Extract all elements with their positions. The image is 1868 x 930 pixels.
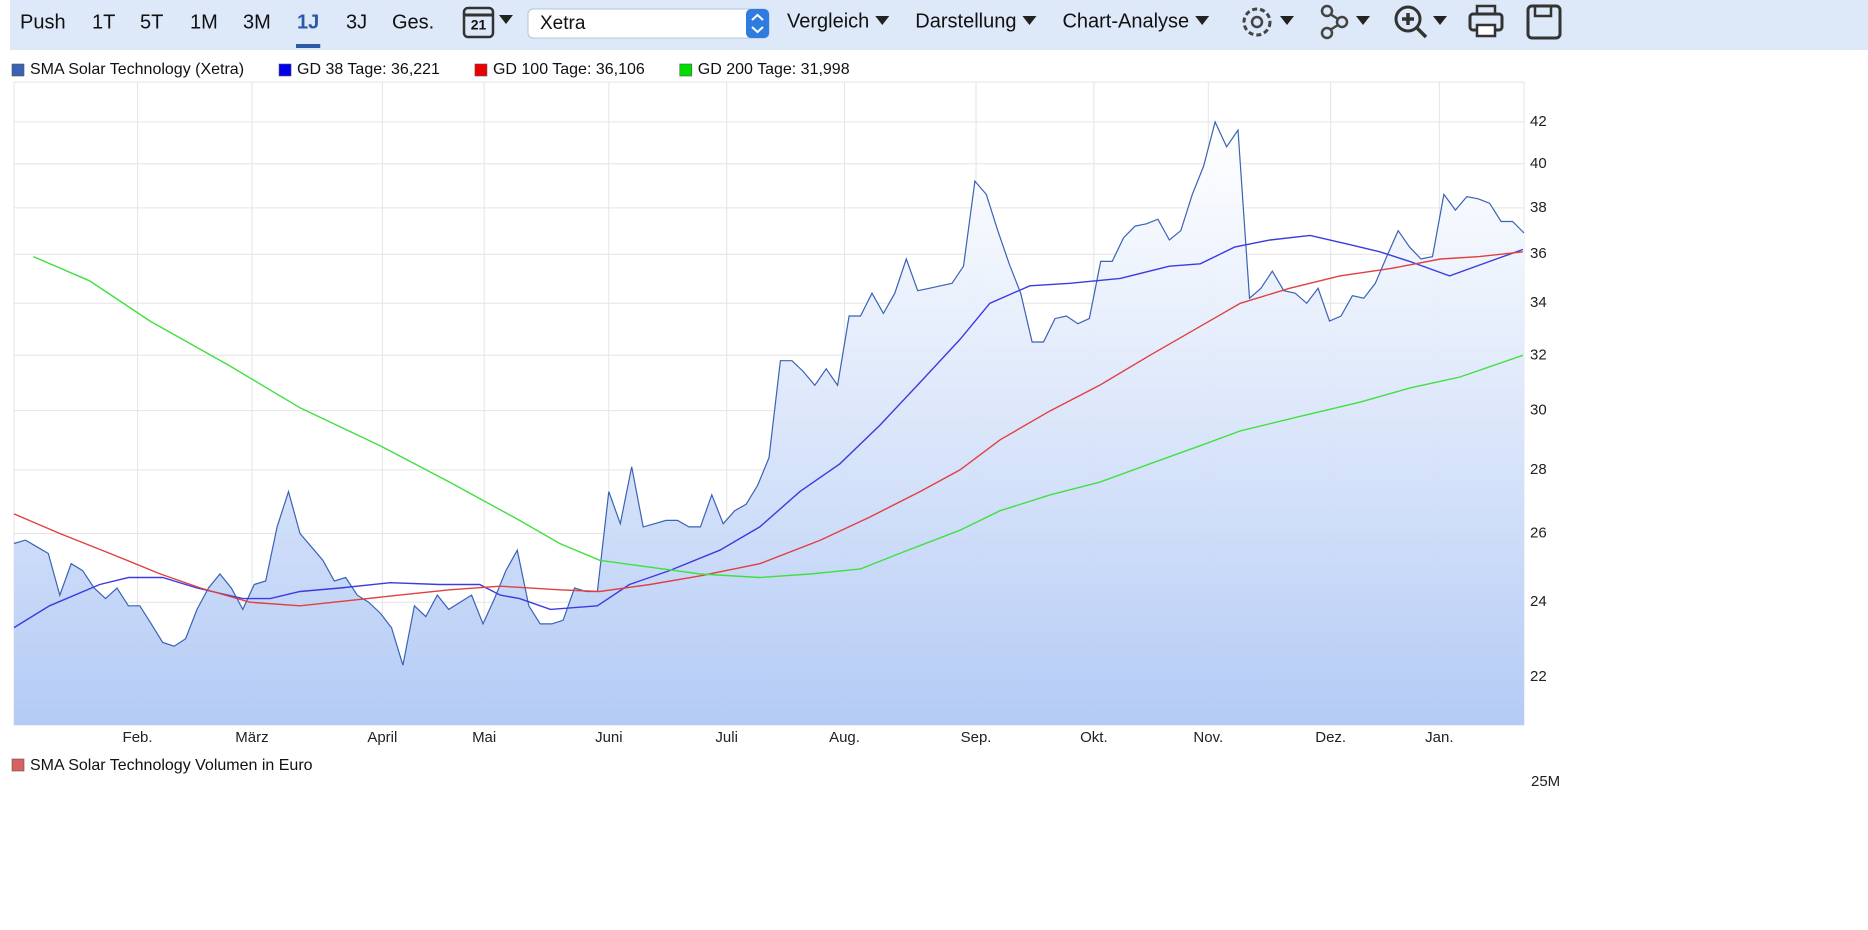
x-tick-label: Jan. — [1425, 729, 1453, 746]
dropdown-arrow — [875, 16, 890, 25]
dropdown-arrow — [499, 15, 513, 24]
dropdown-arrow — [1280, 16, 1294, 25]
y-tick-label: 26 — [1530, 524, 1547, 541]
period-tab[interactable]: 3J — [346, 11, 367, 33]
period-tab[interactable]: Ges. — [392, 11, 434, 33]
x-tick-label: Okt. — [1080, 729, 1108, 746]
legend-swatch — [278, 63, 292, 77]
y-tick-label: 38 — [1530, 199, 1547, 216]
dropdown-arrow — [1022, 16, 1037, 25]
printer-output — [1475, 23, 1497, 38]
select-arrow-box — [746, 9, 769, 38]
price-line — [13, 120, 1525, 666]
y-tick-label: 40 — [1530, 155, 1547, 172]
legend-label: GD 38 Tage: 36,221 — [297, 61, 440, 78]
legend-label: GD 100 Tage: 36,106 — [493, 61, 645, 78]
select-arrows — [751, 13, 764, 34]
zoom-glyph — [1402, 13, 1428, 39]
period-tab[interactable]: Push — [20, 11, 66, 33]
price-area — [14, 121, 1524, 725]
x-tick-label: März — [235, 729, 268, 746]
save-button[interactable] — [1526, 4, 1562, 40]
period-tab[interactable]: 1M — [190, 11, 218, 33]
dropdown-arrow — [1195, 16, 1210, 25]
y-tick-label: 42 — [1530, 113, 1547, 130]
x-tick-label: Feb. — [123, 729, 153, 746]
gear-hub — [1250, 15, 1264, 29]
x-tick-label: Sep. — [961, 729, 992, 746]
exchange-label: Xetra — [540, 13, 586, 34]
settings-button[interactable] — [1242, 7, 1294, 37]
menu[interactable]: Chart-Analyse — [1062, 10, 1189, 32]
x-tick-label: Dez. — [1315, 729, 1346, 746]
period-tab[interactable]: 1T — [92, 11, 115, 33]
moving-average-line — [13, 234, 1524, 629]
legend-swatch — [679, 63, 693, 77]
menu[interactable]: Vergleich — [787, 10, 869, 32]
moving-average-line — [13, 251, 1523, 607]
calendar-icon — [462, 6, 495, 39]
save-label — [1533, 4, 1553, 18]
volume-y-tick: 25M — [1531, 773, 1560, 790]
gear-icon — [1242, 7, 1272, 37]
x-tick-label: Juni — [595, 729, 623, 746]
y-tick-label: 24 — [1530, 593, 1547, 610]
y-tick-label: 34 — [1530, 294, 1547, 311]
calendar-button[interactable]: 21 — [462, 6, 513, 39]
y-tick-label: 32 — [1530, 346, 1547, 363]
legend-label: GD 200 Tage: 31,998 — [698, 61, 850, 78]
x-tick-label: Aug. — [829, 729, 860, 746]
period-tab[interactable]: 1J — [297, 11, 319, 33]
legend-swatch — [474, 63, 488, 77]
y-tick-label: 22 — [1530, 668, 1547, 685]
exchange-select[interactable]: Xetra — [527, 8, 770, 39]
legend-label: SMA Solar Technology (Xetra) — [30, 61, 244, 78]
node-icon — [1320, 26, 1334, 40]
x-tick-label: Juli — [715, 729, 738, 746]
menus: Vergleich Darstellung Chart-Analyse — [787, 10, 1210, 32]
y-tick-label: 28 — [1530, 461, 1547, 478]
period-tab[interactable]: 5T — [140, 11, 163, 33]
menu[interactable]: Darstellung — [915, 10, 1016, 32]
volume-legend: SMA Solar Technology Volumen in Euro — [30, 757, 313, 774]
legend: SMA Solar Technology (Xetra) GD 38 Tage: … — [11, 61, 850, 78]
period-tabs: Push 1T 5T 1M 3M 1J 3J Ges. — [20, 11, 434, 48]
volume-legend-swatch — [11, 758, 25, 772]
moving-average-line — [33, 255, 1524, 579]
legend-swatch — [11, 63, 25, 77]
axes: 22 24 26 28 30 32 34 36 38 40 42 Feb. März April Mai Ju… — [123, 113, 1547, 746]
x-tick-label: Nov. — [1193, 729, 1223, 746]
zoom-icon — [1394, 5, 1422, 33]
dropdown-arrow — [1433, 16, 1447, 25]
x-tick-label: April — [367, 729, 397, 746]
printer-paper — [1475, 4, 1497, 16]
node-links — [1329, 12, 1339, 32]
network-button[interactable] — [1320, 4, 1370, 40]
active-tab-underline — [296, 44, 321, 48]
zoom-button[interactable] — [1394, 5, 1447, 39]
plot — [13, 120, 1525, 725]
y-tick-label: 36 — [1530, 245, 1547, 262]
node-icon — [1320, 4, 1334, 18]
calendar-day: 21 — [471, 17, 487, 33]
period-tab[interactable]: 3M — [243, 11, 271, 33]
y-tick-label: 30 — [1530, 402, 1547, 419]
x-tick-label: Mai — [472, 729, 496, 746]
node-icon — [1335, 15, 1349, 29]
dropdown-arrow — [1356, 16, 1370, 25]
print-button[interactable] — [1468, 4, 1504, 38]
